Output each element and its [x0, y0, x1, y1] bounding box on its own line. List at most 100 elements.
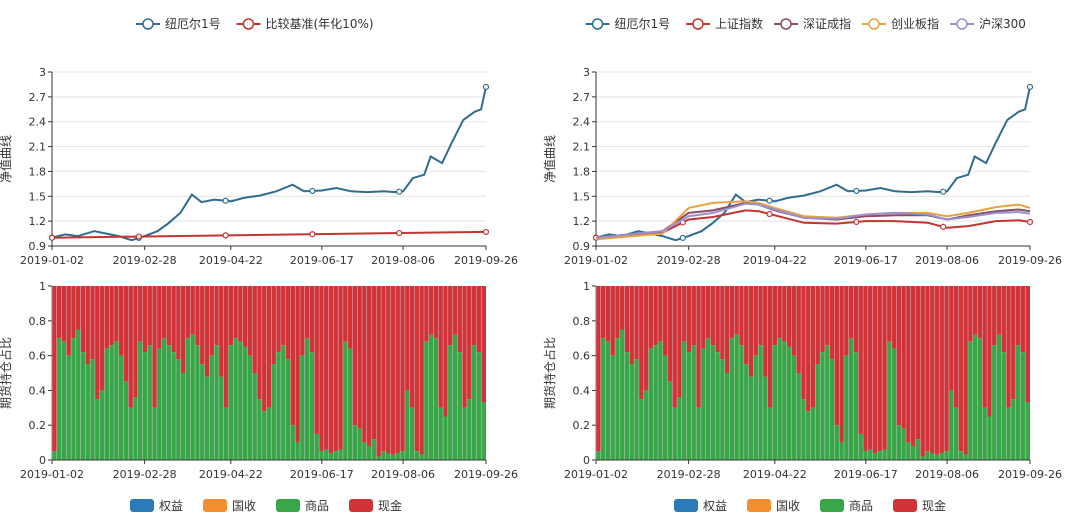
bar-cash	[357, 286, 362, 429]
bar-commodity	[615, 338, 620, 460]
bar-commodity	[223, 407, 229, 460]
x-tick-label: 2019-06-17	[834, 468, 898, 481]
y-tick-label: 2.1	[29, 141, 47, 154]
bar-commodity	[672, 407, 678, 460]
bar-commodity	[261, 411, 267, 460]
bar-cash	[705, 286, 711, 339]
x-tick-label: 2019-09-26	[998, 468, 1062, 481]
bar-commodity	[767, 407, 773, 460]
bar-commodity	[199, 364, 205, 460]
bar-cash	[285, 286, 291, 360]
bar-cash	[896, 286, 902, 426]
bar-commodity	[276, 352, 281, 460]
bar-commodity	[137, 341, 143, 460]
bar-commodity	[982, 407, 988, 460]
bar-cash	[829, 286, 835, 360]
bar-cash	[352, 286, 358, 426]
bar-cash	[123, 286, 129, 382]
bar-commodity	[357, 428, 362, 460]
bar-commodity	[204, 376, 210, 460]
bar-commodity	[171, 352, 176, 460]
bar-commodity	[452, 334, 458, 460]
bar-commodity	[447, 345, 453, 460]
bar-commodity	[180, 373, 186, 460]
x-tick-label: 2019-01-02	[564, 254, 628, 267]
bar-cash	[724, 286, 730, 373]
bar-cash	[338, 286, 343, 450]
bar-commodity	[347, 348, 353, 460]
bar-cash	[238, 286, 243, 342]
x-tick-label: 2019-08-06	[371, 468, 435, 481]
bar-cash	[75, 286, 81, 330]
bar-commodity	[805, 411, 811, 460]
bar-cash	[805, 286, 811, 412]
series-point	[766, 210, 773, 218]
bar-commodity	[466, 399, 472, 460]
legend-swatch	[820, 499, 844, 512]
bar-cash	[748, 286, 754, 377]
bar-cash	[481, 286, 486, 403]
x-tick-label: 2019-04-22	[743, 254, 807, 267]
bar-commodity	[686, 352, 692, 460]
bar-cash	[466, 286, 472, 400]
bar-cash	[810, 286, 816, 408]
bar-cash	[877, 286, 883, 452]
bar-cash	[443, 286, 448, 417]
bar-commodity	[896, 425, 902, 460]
bar-cash	[223, 286, 229, 408]
bar-cash	[839, 286, 844, 443]
y-axis-label: 期货持仓占比	[0, 337, 13, 409]
bar-cash	[691, 286, 697, 346]
bar-cash	[137, 286, 143, 342]
x-tick-label: 2019-08-06	[915, 468, 979, 481]
bar-cash	[772, 286, 778, 346]
bar-cash	[972, 286, 978, 335]
bar-commodity	[209, 355, 215, 460]
series-point	[396, 188, 403, 195]
bar-cash	[257, 286, 262, 400]
bar-commodity	[104, 348, 110, 460]
bar-cash	[323, 286, 329, 450]
bar-cash	[90, 286, 95, 360]
bar-cash	[915, 286, 921, 440]
bar-commodity	[323, 449, 329, 460]
bar-cash	[648, 286, 654, 349]
y-tick-label: 0.9	[29, 240, 47, 253]
bar-cash	[672, 286, 678, 408]
bar-commodity	[743, 364, 749, 460]
bar-commodity	[681, 341, 687, 460]
chart-pos-right: 期货持仓占比 0 0.2 0.4 0.6 0.8 1 2019-01-02 2019-02-28…	[542, 280, 1062, 513]
bar-cash	[409, 286, 415, 408]
bar-commodity	[152, 407, 157, 460]
bar-cash	[247, 286, 253, 356]
bar-cash	[782, 286, 787, 342]
series-point	[309, 187, 316, 195]
series-point	[1026, 218, 1034, 226]
x-tick-label: 2019-01-02	[20, 254, 84, 267]
bar-commodity	[443, 416, 448, 460]
legend-item: 现金	[378, 498, 402, 513]
series-point	[482, 228, 490, 236]
y-tick-label: 0	[583, 454, 590, 467]
series-point	[135, 233, 142, 240]
y-tick-label: 3	[39, 66, 46, 79]
bar-commodity	[280, 345, 286, 460]
bar-commodity	[314, 433, 320, 460]
bar-commodity	[910, 446, 916, 460]
bar-cash	[261, 286, 267, 412]
legend-item: 深证成指	[803, 16, 851, 31]
bar-commodity	[963, 454, 968, 460]
bar-cash	[395, 286, 401, 454]
bar-cash	[720, 286, 725, 360]
bar-commodity	[600, 338, 606, 460]
bar-cash	[185, 286, 191, 339]
bar-cash	[882, 286, 887, 450]
bar-commodity	[1025, 402, 1030, 460]
bar-cash	[910, 286, 916, 447]
series-line	[51, 230, 487, 239]
bar-commodity	[724, 373, 730, 460]
bar-cash	[71, 286, 76, 339]
bar-commodity	[624, 352, 630, 460]
bar-commodity	[648, 348, 654, 460]
bar-cash	[333, 286, 339, 452]
